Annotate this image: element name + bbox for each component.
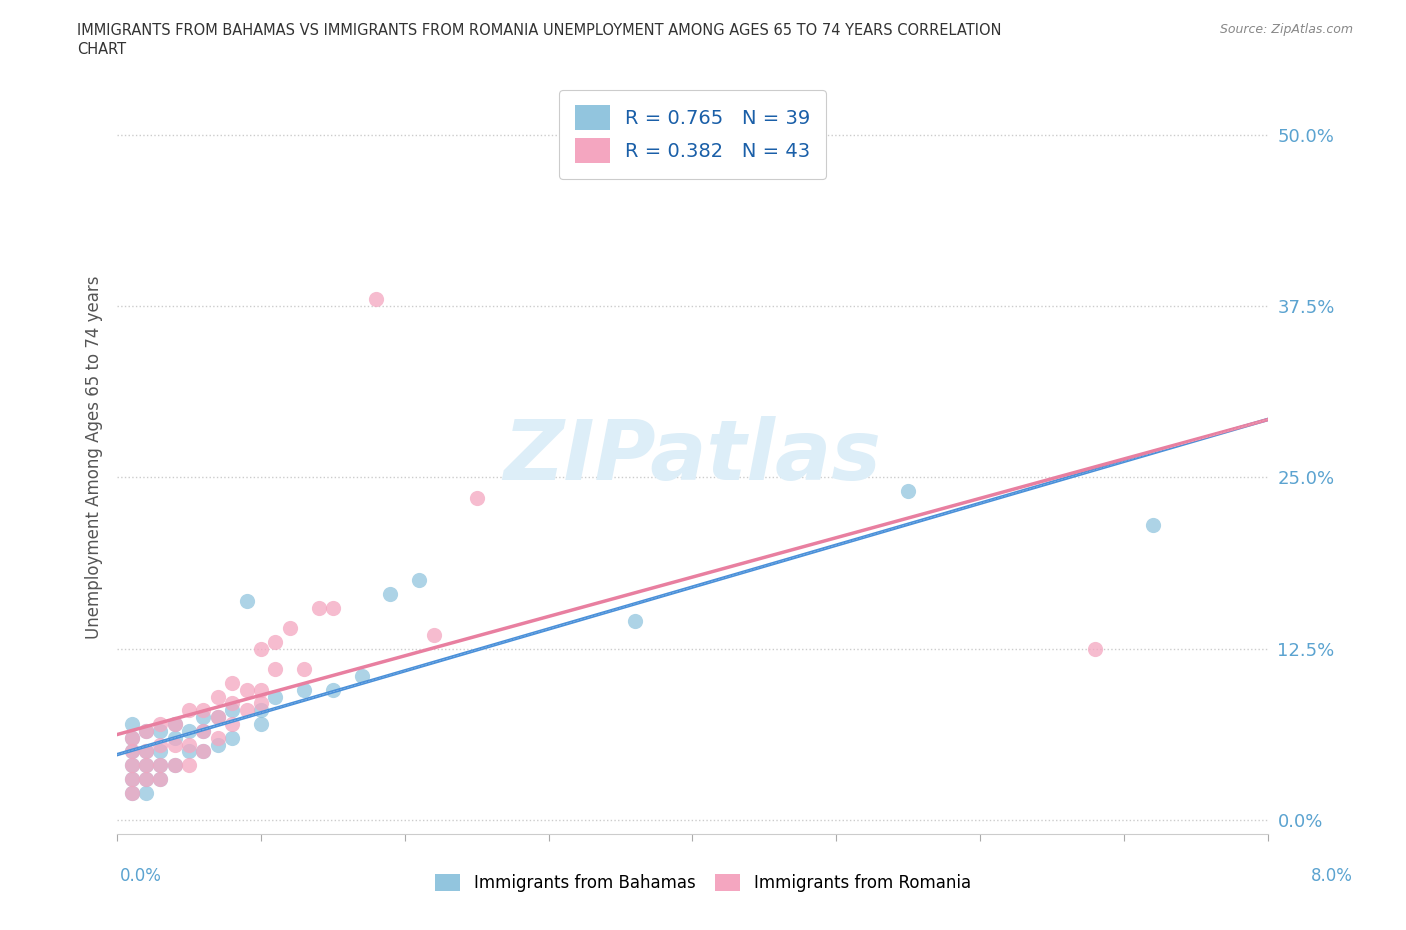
Point xyxy=(193,710,215,724)
Point xyxy=(250,642,273,657)
Point xyxy=(135,785,157,800)
Point xyxy=(221,675,243,690)
Point xyxy=(207,737,229,752)
Point xyxy=(292,683,315,698)
Point xyxy=(163,717,186,732)
Text: CHART: CHART xyxy=(77,42,127,57)
Point xyxy=(135,744,157,759)
Legend: R = 0.765   N = 39, R = 0.382   N = 43: R = 0.765 N = 39, R = 0.382 N = 43 xyxy=(560,90,825,179)
Point xyxy=(193,724,215,738)
Point xyxy=(121,758,143,773)
Point xyxy=(250,696,273,711)
Point xyxy=(322,600,344,615)
Point xyxy=(163,717,186,732)
Point xyxy=(121,744,143,759)
Point xyxy=(235,593,257,608)
Point xyxy=(135,758,157,773)
Point xyxy=(278,620,301,635)
Point xyxy=(193,724,215,738)
Point xyxy=(250,717,273,732)
Point xyxy=(221,730,243,745)
Point xyxy=(177,703,200,718)
Point xyxy=(121,785,143,800)
Point xyxy=(308,600,330,615)
Point xyxy=(163,758,186,773)
Point xyxy=(207,689,229,704)
Point xyxy=(121,730,143,745)
Point xyxy=(177,737,200,752)
Text: IMMIGRANTS FROM BAHAMAS VS IMMIGRANTS FROM ROMANIA UNEMPLOYMENT AMONG AGES 65 TO: IMMIGRANTS FROM BAHAMAS VS IMMIGRANTS FR… xyxy=(77,23,1002,38)
Point xyxy=(264,662,287,677)
Point xyxy=(897,484,920,498)
Text: ZIPatlas: ZIPatlas xyxy=(503,417,882,498)
Point xyxy=(235,683,257,698)
Point xyxy=(121,771,143,786)
Point xyxy=(380,587,402,602)
Point xyxy=(149,737,172,752)
Point xyxy=(121,758,143,773)
Point xyxy=(149,724,172,738)
Point xyxy=(422,628,444,643)
Point xyxy=(121,717,143,732)
Point xyxy=(350,669,373,684)
Point xyxy=(149,771,172,786)
Point xyxy=(135,724,157,738)
Point xyxy=(207,710,229,724)
Point xyxy=(135,771,157,786)
Point xyxy=(149,771,172,786)
Point xyxy=(149,758,172,773)
Point xyxy=(135,758,157,773)
Text: Source: ZipAtlas.com: Source: ZipAtlas.com xyxy=(1219,23,1353,36)
Point xyxy=(149,717,172,732)
Point xyxy=(465,490,488,505)
Point xyxy=(1084,642,1107,657)
Point xyxy=(149,744,172,759)
Point xyxy=(207,730,229,745)
Point xyxy=(221,703,243,718)
Point xyxy=(163,737,186,752)
Point xyxy=(235,703,257,718)
Point xyxy=(264,634,287,649)
Text: 8.0%: 8.0% xyxy=(1310,867,1353,884)
Point xyxy=(624,614,647,629)
Point xyxy=(135,744,157,759)
Point xyxy=(322,683,344,698)
Point xyxy=(177,744,200,759)
Point xyxy=(221,717,243,732)
Point xyxy=(149,758,172,773)
Point xyxy=(163,758,186,773)
Point xyxy=(177,724,200,738)
Point xyxy=(135,724,157,738)
Point xyxy=(121,785,143,800)
Point xyxy=(408,573,430,588)
Y-axis label: Unemployment Among Ages 65 to 74 years: Unemployment Among Ages 65 to 74 years xyxy=(86,275,103,639)
Point xyxy=(207,710,229,724)
Point xyxy=(292,662,315,677)
Point xyxy=(135,771,157,786)
Point xyxy=(121,771,143,786)
Point xyxy=(121,730,143,745)
Point xyxy=(163,730,186,745)
Point xyxy=(250,683,273,698)
Point xyxy=(250,703,273,718)
Point xyxy=(177,758,200,773)
Text: 0.0%: 0.0% xyxy=(120,867,162,884)
Point xyxy=(193,703,215,718)
Point xyxy=(1142,518,1164,533)
Point xyxy=(364,292,387,307)
Legend: Immigrants from Bahamas, Immigrants from Romania: Immigrants from Bahamas, Immigrants from… xyxy=(429,867,977,898)
Point xyxy=(193,744,215,759)
Point xyxy=(221,696,243,711)
Point xyxy=(121,744,143,759)
Point xyxy=(193,744,215,759)
Point xyxy=(264,689,287,704)
